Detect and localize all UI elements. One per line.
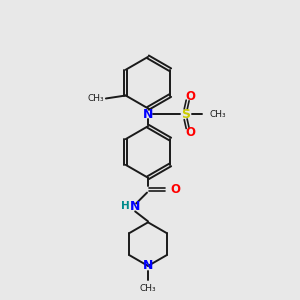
Text: O: O [171, 183, 181, 196]
Text: S: S [181, 108, 190, 121]
Text: CH₃: CH₃ [87, 94, 104, 103]
Text: O: O [186, 90, 196, 103]
Text: N: N [130, 200, 140, 213]
Text: H: H [122, 202, 130, 212]
Text: O: O [186, 126, 196, 139]
Text: CH₃: CH₃ [209, 110, 226, 119]
Text: CH₃: CH₃ [140, 284, 156, 293]
Text: N: N [143, 108, 153, 121]
Text: N: N [143, 260, 153, 272]
